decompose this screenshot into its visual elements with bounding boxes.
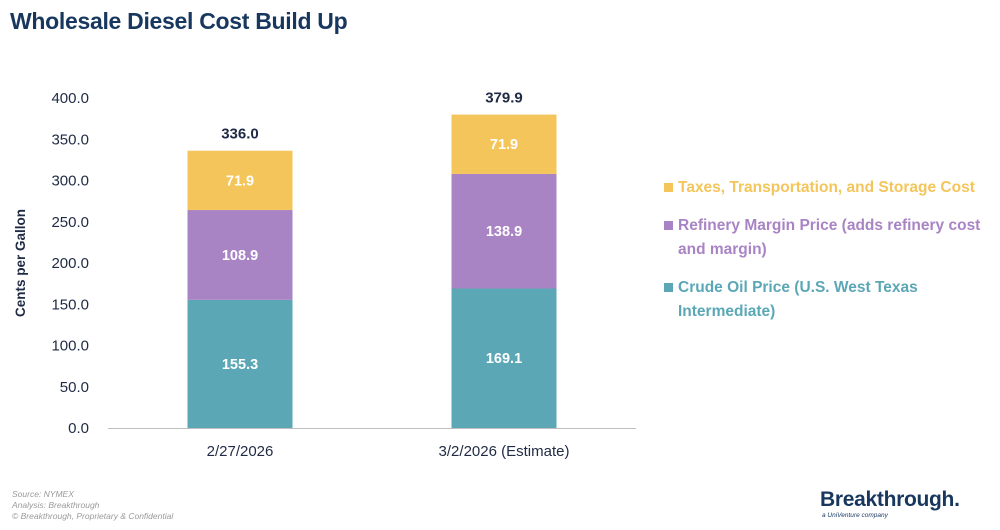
bar-segment (187, 299, 293, 428)
source-note: Source: NYMEX (12, 489, 74, 499)
analysis-note: Analysis: Breakthrough (12, 500, 100, 510)
stacked-bar-chart: 0.0 50.0 100.0 150.0 200.0 250.0 300.0 350.0 400… (13, 90, 636, 460)
legend-item-crude-oil: Crude Oil Price (U.S. West Texas Interme… (664, 276, 984, 324)
bar-total-label: 336.0 (221, 126, 259, 143)
legend-label-crude-oil: Crude Oil Price (U.S. West Texas Interme… (678, 279, 918, 320)
y-tick-label: 350.0 (51, 131, 89, 148)
y-tick-label: 50.0 (60, 379, 89, 396)
copyright-note: © Breakthrough, Proprietary & Confidenti… (12, 511, 174, 521)
logo-wordmark: Breakthrough. (820, 488, 960, 511)
y-tick-label: 150.0 (51, 296, 89, 313)
logo-tagline: a UniVenture company (822, 512, 888, 519)
x-tick-label: 3/2/2026 (Estimate) (439, 443, 570, 460)
bar-segment (451, 288, 557, 428)
legend-swatch-refinery-margin (664, 221, 673, 230)
y-tick-label: 0.0 (68, 420, 89, 437)
bar-segment-label: 71.9 (226, 173, 254, 189)
bar-segment (451, 114, 557, 174)
bar-segment (187, 210, 293, 300)
bar-stacks: 155.3 108.9 71.9 336.0 169.1 138.9 71.9 379.9 (187, 90, 557, 428)
legend-swatch-crude-oil (664, 283, 673, 292)
legend: Taxes, Transportation, and Storage Cost … (664, 176, 984, 338)
breakthrough-logo: Breakthrough. a UniVenture company (820, 488, 980, 519)
y-tick-label: 200.0 (51, 255, 89, 272)
bar-segment-label: 155.3 (222, 357, 258, 373)
footer-notes: Source: NYMEX Analysis: Breakthrough © B… (12, 489, 173, 522)
legend-item-refinery-margin: Refinery Margin Price (adds refinery cos… (664, 214, 984, 262)
bar-segment-label: 71.9 (490, 137, 518, 153)
bar-segment-label: 169.1 (486, 351, 522, 367)
y-axis: 0.0 50.0 100.0 150.0 200.0 250.0 300.0 350.0 400… (13, 90, 89, 437)
x-tick-label: 2/27/2026 (207, 443, 274, 460)
bar-segment-label: 108.9 (222, 248, 258, 264)
bar-segment (451, 173, 557, 289)
chart-title: Wholesale Diesel Cost Build Up (10, 8, 348, 34)
legend-label-taxes: Taxes, Transportation, and Storage Cost (678, 179, 975, 196)
y-tick-label: 400.0 (51, 90, 89, 107)
bar-segment (187, 150, 293, 211)
y-tick-label: 300.0 (51, 173, 89, 190)
bar-segment-label: 138.9 (486, 224, 522, 240)
y-tick-label: 100.0 (51, 338, 89, 355)
x-axis: 2/27/2026 3/2/2026 (Estimate) (108, 428, 636, 460)
y-axis-title: Cents per Gallon (13, 209, 28, 317)
legend-item-taxes: Taxes, Transportation, and Storage Cost (664, 176, 984, 200)
legend-label-refinery-margin: Refinery Margin Price (adds refinery cos… (678, 217, 981, 258)
legend-swatch-taxes (664, 183, 673, 192)
bar-total-label: 379.9 (485, 90, 523, 107)
y-tick-label: 250.0 (51, 214, 89, 231)
